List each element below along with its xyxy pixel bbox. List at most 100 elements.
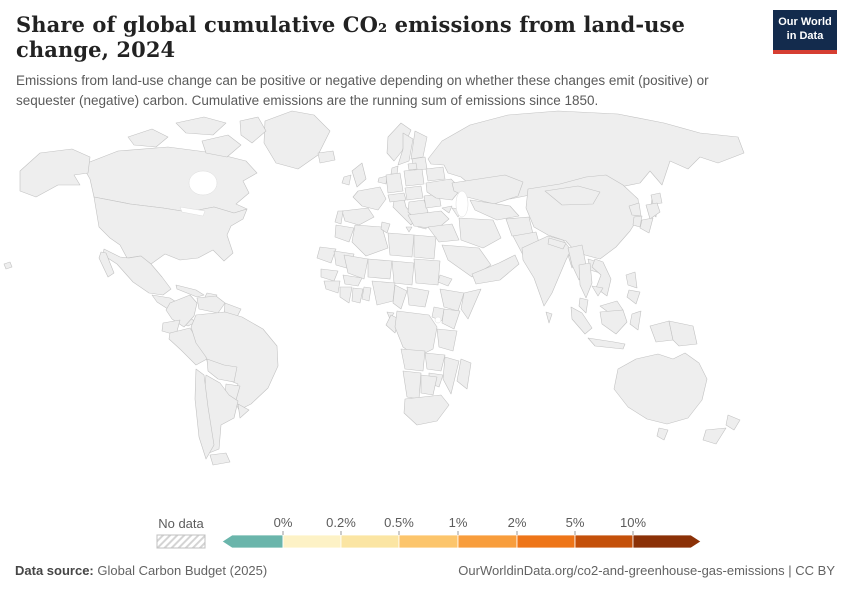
country-nepal[interactable]	[547, 237, 567, 250]
country-libya[interactable]	[387, 232, 415, 258]
country-egypt[interactable]	[413, 234, 437, 260]
country-mexico-baja[interactable]	[98, 251, 115, 278]
country-new-zealand-south[interactable]	[702, 427, 727, 445]
legend-bin-0-0.2[interactable]	[282, 534, 342, 549]
country-central-african-republic[interactable]	[406, 286, 430, 308]
country-tunisia[interactable]	[380, 221, 391, 234]
country-spain[interactable]	[341, 207, 375, 226]
country-greenland[interactable]	[263, 110, 331, 170]
country-switzerland-austria[interactable]	[387, 192, 407, 203]
country-tierra-del-fuego[interactable]	[209, 452, 231, 466]
country-russia-kaliningrad[interactable]	[407, 162, 418, 171]
country-kenya[interactable]	[441, 308, 461, 330]
country-mali[interactable]	[343, 254, 369, 280]
country-angola[interactable]	[400, 348, 426, 372]
country-benelux[interactable]	[377, 175, 388, 185]
country-kazakhstan[interactable]	[451, 174, 524, 205]
country-japan-kyushu[interactable]	[639, 217, 654, 234]
country-uganda[interactable]	[431, 306, 445, 322]
country-nigeria[interactable]	[371, 280, 396, 306]
country-philippines-mindanao[interactable]	[626, 289, 641, 305]
country-mozambique[interactable]	[442, 356, 460, 395]
country-south-africa[interactable]	[403, 394, 450, 426]
legend-bin-0.5-1[interactable]	[398, 534, 459, 549]
country-madagascar[interactable]	[456, 358, 472, 390]
country-germany[interactable]	[385, 172, 404, 194]
country-united-states[interactable]	[93, 196, 248, 265]
country-iran[interactable]	[458, 217, 502, 249]
country-tanzania[interactable]	[436, 328, 458, 352]
country-malaysia-peninsula[interactable]	[578, 297, 589, 314]
country-united-states-hawaii[interactable]	[3, 261, 13, 270]
country-japan-honshu[interactable]	[645, 202, 661, 220]
legend-bin-0.2-0.5[interactable]	[340, 534, 400, 549]
country-peru[interactable]	[168, 327, 208, 366]
owid-url-license[interactable]: OurWorldinData.org/co2-and-greenhouse-ga…	[458, 563, 835, 578]
country-yemen-oman[interactable]	[471, 254, 520, 285]
country-eritrea-djibouti[interactable]	[437, 274, 453, 287]
country-czechia-hungary[interactable]	[404, 185, 424, 201]
country-canada-island[interactable]	[239, 116, 267, 144]
country-ireland[interactable]	[341, 174, 352, 186]
country-poland[interactable]	[403, 168, 425, 187]
country-namibia[interactable]	[402, 370, 422, 400]
country-turkey[interactable]	[407, 210, 450, 230]
country-zambia[interactable]	[424, 352, 446, 372]
country-burkina-faso[interactable]	[342, 274, 363, 287]
country-chile[interactable]	[194, 368, 215, 460]
country-niger[interactable]	[367, 258, 393, 280]
country-iceland[interactable]	[317, 150, 336, 164]
country-papua-new-guinea[interactable]	[668, 320, 698, 347]
country-botswana[interactable]	[420, 374, 438, 396]
country-chad[interactable]	[391, 260, 415, 286]
country-indonesia-borneo[interactable]	[599, 309, 628, 335]
country-australia-tasmania[interactable]	[656, 427, 669, 441]
country-thailand[interactable]	[578, 262, 593, 299]
country-philippines-luzon[interactable]	[625, 271, 638, 289]
country-italy-sicily[interactable]	[405, 226, 413, 233]
country-cambodia[interactable]	[591, 285, 604, 297]
country-sri-lanka[interactable]	[545, 311, 553, 324]
legend-bin-2-5[interactable]	[516, 534, 576, 549]
country-france[interactable]	[352, 186, 387, 211]
country-uzbekistan-turkmenistan[interactable]	[469, 199, 520, 221]
country-colombia[interactable]	[165, 294, 198, 328]
country-guinea[interactable]	[323, 280, 341, 294]
country-indonesia-sumatra[interactable]	[570, 306, 593, 335]
country-canada-island[interactable]	[175, 116, 227, 136]
country-bolivia[interactable]	[206, 358, 238, 383]
country-indonesia-java[interactable]	[587, 337, 626, 350]
country-cote-divoire[interactable]	[339, 286, 353, 304]
country-senegal[interactable]	[320, 268, 339, 282]
country-portugal[interactable]	[334, 210, 344, 225]
country-indonesia-sulawesi[interactable]	[629, 310, 642, 331]
country-cuba[interactable]	[175, 284, 205, 298]
country-venezuela[interactable]	[196, 295, 226, 314]
country-sudan[interactable]	[413, 258, 441, 286]
country-georgia[interactable]	[441, 205, 453, 214]
country-finland[interactable]	[410, 130, 428, 160]
country-sweden[interactable]	[397, 132, 414, 166]
country-western-sahara[interactable]	[316, 246, 337, 264]
country-norway[interactable]	[386, 122, 412, 162]
country-belarus[interactable]	[425, 166, 446, 182]
country-denmark[interactable]	[390, 165, 399, 175]
country-somalia[interactable]	[460, 288, 482, 320]
country-mexico[interactable]	[102, 248, 172, 296]
country-morocco[interactable]	[334, 224, 355, 243]
country-togo-benin[interactable]	[361, 286, 372, 302]
country-canada-island[interactable]	[127, 128, 169, 148]
country-ghana[interactable]	[351, 287, 364, 304]
country-algeria[interactable]	[351, 224, 389, 257]
country-uruguay[interactable]	[237, 403, 250, 419]
country-japan-hokkaido[interactable]	[650, 192, 663, 205]
country-cameroon[interactable]	[392, 284, 408, 310]
country-uk[interactable]	[351, 162, 367, 188]
country-united-states-alaska[interactable]	[19, 148, 91, 198]
country-mongolia[interactable]	[544, 185, 601, 206]
legend-bin-1-2[interactable]	[457, 534, 518, 549]
country-canada-island[interactable]	[201, 134, 242, 158]
legend-bin-negative[interactable]	[221, 534, 284, 549]
legend-bin-5-10[interactable]	[574, 534, 634, 549]
country-ethiopia[interactable]	[439, 288, 465, 312]
